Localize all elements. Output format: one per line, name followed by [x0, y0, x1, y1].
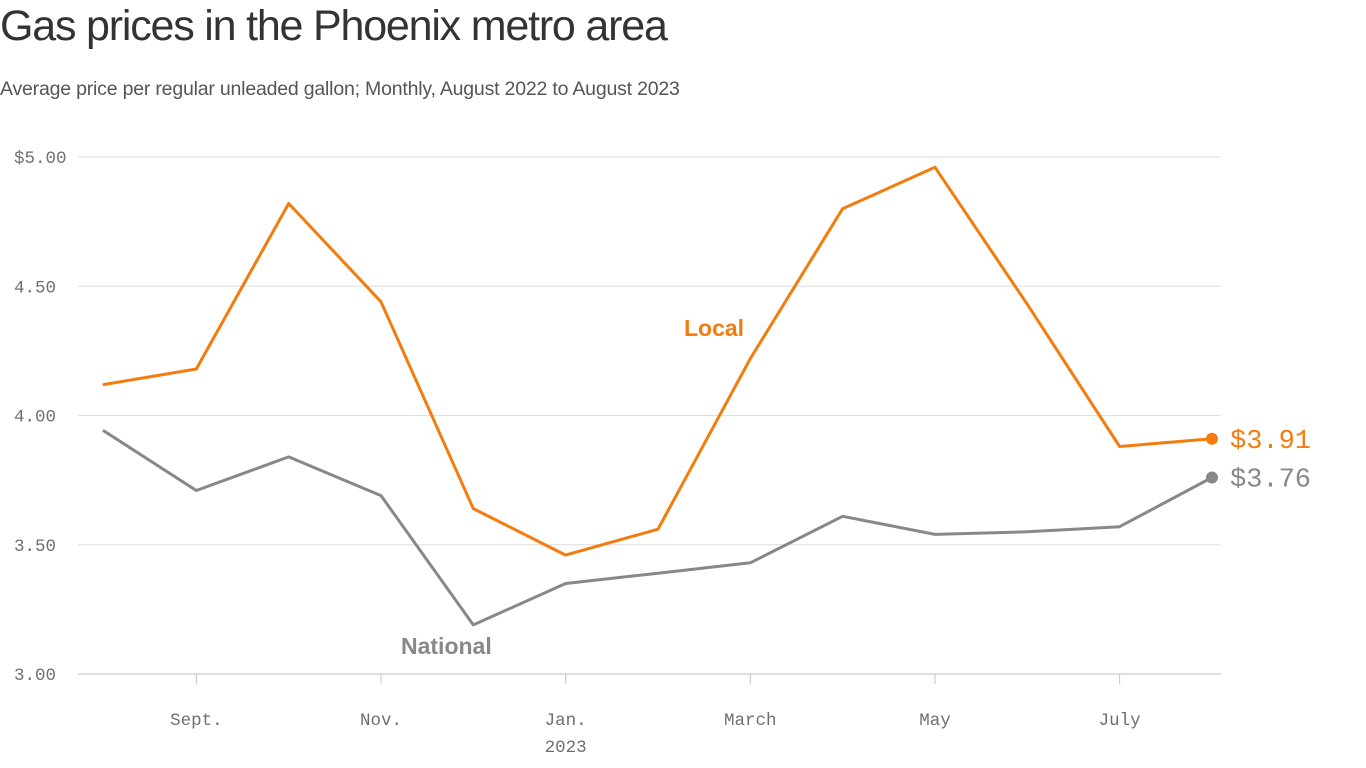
y-tick-label: 3.00: [14, 666, 56, 686]
national-point: [748, 561, 752, 565]
local-point: [287, 202, 291, 206]
local-end-dot: [1205, 432, 1218, 445]
national-point: [379, 494, 383, 498]
y-tick-label: $5.00: [14, 149, 67, 169]
local-point: [471, 507, 475, 511]
national-point: [102, 429, 106, 433]
local-point: [841, 207, 845, 211]
local-point: [379, 300, 383, 304]
local-point: [564, 553, 568, 557]
national-series-label: National: [401, 633, 492, 659]
national-end-dot: [1205, 471, 1218, 484]
national-point: [656, 571, 660, 575]
local-line: [102, 165, 1214, 557]
national-point: [194, 488, 198, 492]
national-point: [1025, 530, 1029, 534]
national-point: [933, 532, 937, 536]
local-point: [656, 527, 660, 531]
national-point: [287, 455, 291, 459]
local-point: [1025, 302, 1029, 306]
national-point: [564, 582, 568, 586]
local-point: [194, 367, 198, 371]
x-tick-label: July: [1099, 711, 1141, 731]
y-tick-label: 4.50: [14, 278, 56, 298]
y-tick-label: 4.00: [14, 408, 56, 428]
national-point: [471, 623, 475, 627]
y-axis: $5.00 4.50 4.00 3.50 3.00: [14, 149, 67, 686]
x-tick-label: Nov.: [360, 711, 402, 731]
y-tick-label: 3.50: [14, 537, 56, 557]
local-series-label: Local: [684, 315, 744, 341]
x-tick-label: Jan.: [545, 711, 587, 731]
chart-title: Gas prices in the Phoenix metro area: [0, 2, 668, 50]
chart-subtitle: Average price per regular unleaded gallo…: [0, 78, 680, 100]
local-point: [748, 357, 752, 361]
x-tick-label: May: [919, 711, 951, 731]
gridlines: [78, 156, 1221, 675]
x-tick-label: March: [724, 711, 777, 731]
national-point: [841, 514, 845, 518]
local-point: [102, 382, 106, 386]
local-point: [933, 165, 937, 169]
x-tick-label: Sept.: [170, 711, 223, 731]
local-point: [1118, 445, 1122, 449]
x-tick-sublabel: 2023: [545, 738, 587, 758]
x-axis: Sept. Nov. Jan. 2023 March May July: [170, 674, 1141, 758]
national-line: [102, 429, 1214, 627]
series-lines: [102, 165, 1218, 627]
national-end-label: $3.76: [1230, 466, 1311, 496]
annotations: $3.76 $3.91 Local National: [401, 315, 1311, 659]
national-point: [1118, 525, 1122, 529]
local-end-label: $3.91: [1230, 427, 1311, 457]
